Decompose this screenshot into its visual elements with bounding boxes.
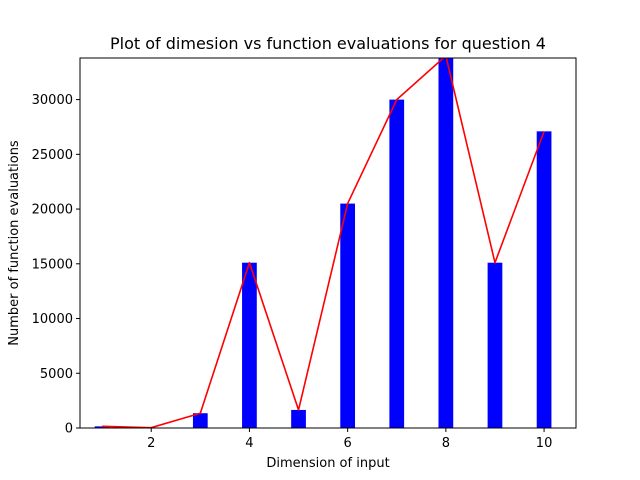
bar	[438, 58, 454, 428]
bar	[291, 409, 306, 428]
bar	[242, 262, 257, 428]
axes-frame	[79, 57, 577, 429]
bar	[389, 99, 405, 429]
y-tick-label: 30000	[32, 93, 73, 108]
bar	[94, 426, 110, 428]
y-tick-label: 15000	[32, 257, 73, 272]
x-tick-label: 8	[442, 436, 450, 451]
x-tick-label: 6	[344, 436, 352, 451]
x-tick-label: 2	[147, 436, 155, 451]
y-tick-label: 5000	[40, 367, 73, 382]
plot-area: 2 4 6 8 10 0 5000 10000 15000 20000 25000 30000	[32, 57, 577, 451]
x-tick-label: 10	[536, 436, 553, 451]
chart-title: Plot of dimesion vs function evaluations…	[110, 34, 546, 53]
line-series	[102, 58, 545, 428]
bar	[340, 203, 356, 428]
y-tick-label: 25000	[32, 148, 73, 163]
y-axis-title: Number of function evaluations	[7, 140, 22, 346]
y-tick-label: 0	[65, 422, 73, 437]
y-tick-label: 10000	[32, 312, 73, 327]
bar	[536, 131, 552, 428]
x-tick-label: 4	[245, 436, 253, 451]
bar	[192, 413, 208, 428]
bar	[487, 262, 503, 428]
y-tick-label: 20000	[32, 203, 73, 218]
x-axis-title: Dimension of input	[266, 456, 389, 471]
